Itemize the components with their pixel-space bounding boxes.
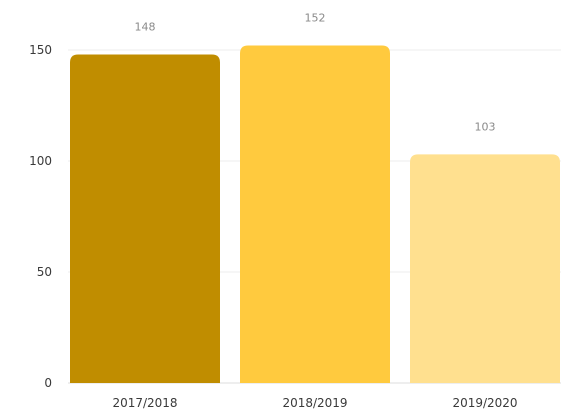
bars [70,45,560,384]
y-tick-label: 50 [37,265,52,279]
bar-2017-2018 [70,54,220,383]
data-labels: 148 152 103 [135,12,496,134]
y-axis-ticks: 0 50 100 150 [29,43,52,390]
y-tick-label: 0 [44,376,52,390]
data-label: 152 [305,12,326,25]
x-tick-label: 2019/2020 [452,396,517,410]
bar-2018-2019 [240,45,390,384]
y-tick-label: 100 [29,154,52,168]
x-tick-label: 2018/2019 [282,396,347,410]
bar-2019-2020 [410,154,560,383]
x-tick-label: 2017/2018 [112,396,177,410]
data-label: 103 [475,120,496,133]
y-tick-label: 150 [29,43,52,57]
x-axis-ticks: 2017/2018 2018/2019 2019/2020 [112,396,517,410]
data-label: 148 [135,20,156,33]
